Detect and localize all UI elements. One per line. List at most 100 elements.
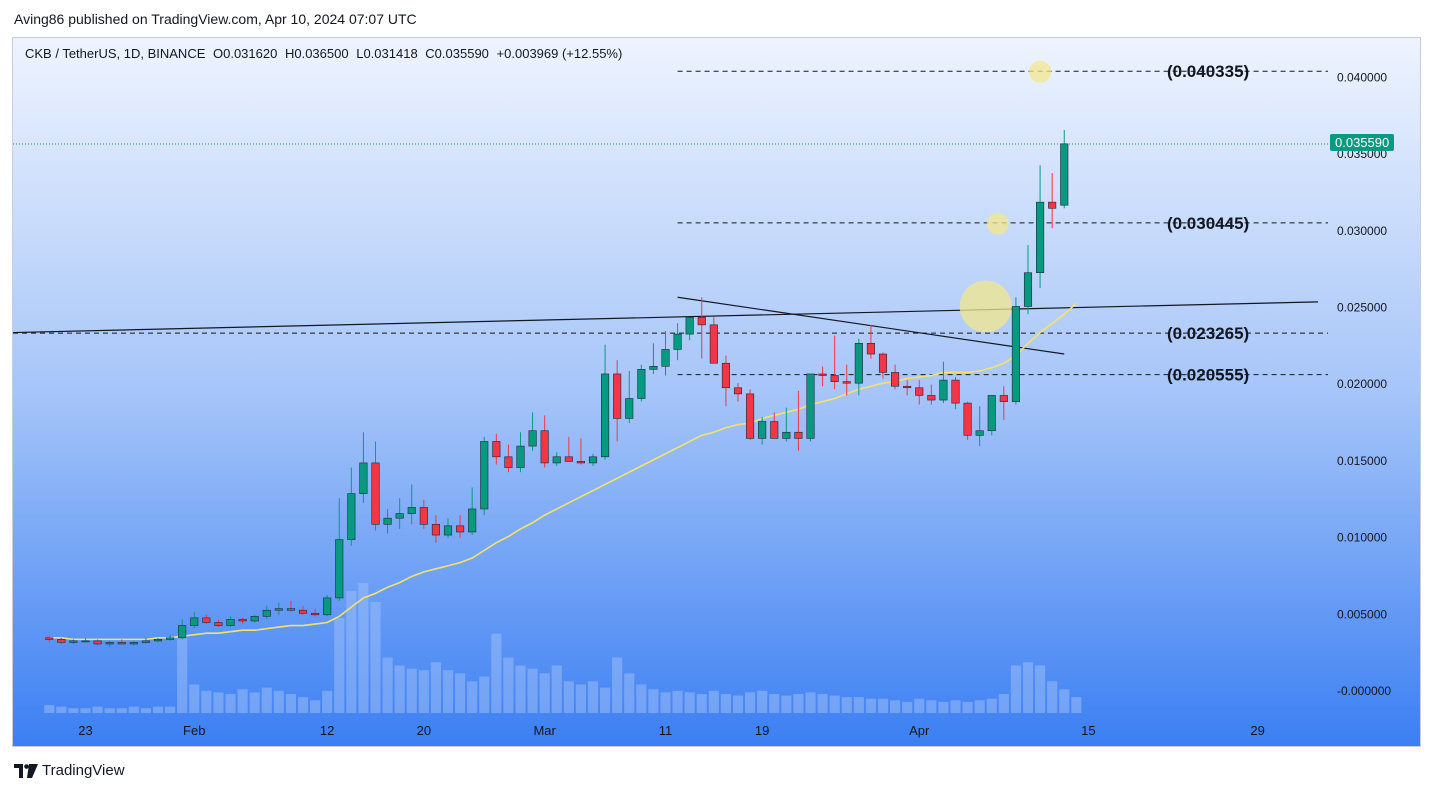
volume-bar: [1010, 665, 1021, 713]
candle: [274, 602, 283, 615]
highlight-markers: [959, 60, 1052, 333]
candle-body: [842, 381, 851, 384]
symbol-label[interactable]: CKB / TetherUS, 1D, BINANCE: [25, 46, 206, 61]
x-tick-label: 20: [417, 723, 431, 738]
volume-bar: [201, 690, 212, 713]
candle-body: [1023, 272, 1033, 307]
volume-bar: [720, 693, 731, 713]
candle: [528, 412, 537, 451]
y-tick-label: 0.005000: [1337, 607, 1387, 621]
volume-bar: [829, 695, 840, 713]
volume-bar: [708, 690, 719, 713]
volume-bar: [600, 687, 611, 713]
volume-bar: [914, 698, 925, 713]
publisher-line: Aving86 published on TradingView.com, Ap…: [14, 11, 417, 27]
volume-bar: [358, 583, 369, 713]
x-tick-label: 12: [320, 723, 334, 738]
candle-body: [1060, 143, 1069, 206]
candle: [1060, 130, 1069, 209]
candle: [480, 436, 489, 516]
candle: [347, 467, 356, 546]
volume-bar: [56, 706, 67, 713]
candle: [685, 316, 694, 341]
volume-bar: [672, 690, 683, 713]
candle: [709, 317, 718, 364]
volume-bar: [140, 708, 151, 713]
volume-bar: [370, 602, 381, 713]
candle: [395, 498, 404, 529]
volume-bar: [152, 706, 164, 713]
candle: [564, 436, 573, 462]
candle: [468, 487, 477, 536]
candle: [286, 601, 295, 612]
candle: [1048, 173, 1057, 229]
volume-bar: [249, 692, 260, 713]
volume-bar: [769, 693, 780, 713]
candle-body: [746, 393, 755, 439]
volume-bar: [382, 657, 393, 713]
candle: [782, 407, 791, 442]
tradingview-logo-icon[interactable]: [14, 763, 38, 778]
x-axis: 23 Feb 12 20 Mar 11 19 Apr 15 29: [78, 723, 1265, 738]
candle-body: [81, 640, 90, 643]
candle: [226, 616, 235, 628]
level-labels: (0.040335) (0.030445) (0.023265) (0.020555): [1167, 62, 1249, 384]
volume-bar: [225, 693, 236, 713]
candle-body: [262, 609, 271, 617]
volume-bar: [92, 706, 103, 713]
highlight-circle: [1029, 60, 1052, 83]
candle: [298, 605, 308, 615]
candle: [250, 614, 259, 623]
last-price-tag: 0.035590: [1330, 134, 1395, 151]
candle: [238, 617, 247, 625]
volume-bar: [322, 690, 333, 713]
candle: [854, 338, 863, 396]
highlight-circle: [986, 212, 1009, 235]
volume-bar: [128, 706, 139, 713]
candle: [359, 432, 368, 503]
candle-body: [770, 421, 779, 439]
volume-bar: [491, 633, 502, 713]
candle-body: [1036, 201, 1045, 274]
volume-bar: [684, 692, 695, 713]
volume-bar: [950, 700, 961, 713]
candle-body: [637, 369, 646, 399]
candle: [830, 335, 839, 390]
candle-body: [443, 525, 453, 536]
candle-body: [57, 639, 66, 643]
volume-bar: [612, 657, 623, 713]
volume-bar: [479, 676, 490, 713]
level-label: (0.023265): [1167, 324, 1249, 343]
candle: [625, 370, 634, 424]
footer-brand[interactable]: TradingView: [42, 762, 125, 779]
volume-bar: [817, 693, 828, 713]
candle-body: [721, 362, 730, 389]
candle: [697, 297, 706, 359]
ohlc-legend: CKB / TetherUS, 1D, BINANCE O0.031620 H0…: [25, 46, 626, 61]
volume-bar: [527, 668, 538, 713]
high-value: H0.036500: [284, 46, 349, 61]
volume-bar: [563, 681, 574, 713]
candle: [166, 634, 175, 641]
chart-frame[interactable]: (0.040335) (0.030445) (0.023265) (0.020555)…: [12, 37, 1421, 747]
volume-bar: [406, 668, 417, 713]
x-tick-label: 19: [755, 723, 769, 738]
candle-body: [733, 387, 743, 395]
candle: [927, 384, 936, 405]
candle-body: [226, 619, 235, 626]
candle: [770, 412, 779, 439]
volume-bar: [334, 617, 345, 713]
candle-body: [806, 373, 815, 439]
volume-bar: [624, 673, 635, 713]
candle-body: [939, 379, 948, 401]
chart-canvas[interactable]: (0.040335) (0.030445) (0.023265) (0.020555)…: [13, 38, 1420, 746]
candle: [746, 389, 755, 440]
candle: [1023, 245, 1033, 315]
candle-body: [685, 316, 694, 335]
candle-body: [697, 316, 706, 326]
x-tick-label: 11: [659, 723, 673, 738]
candle: [311, 608, 320, 617]
candle-body: [105, 642, 114, 645]
candle: [93, 639, 102, 646]
candle: [69, 639, 78, 644]
